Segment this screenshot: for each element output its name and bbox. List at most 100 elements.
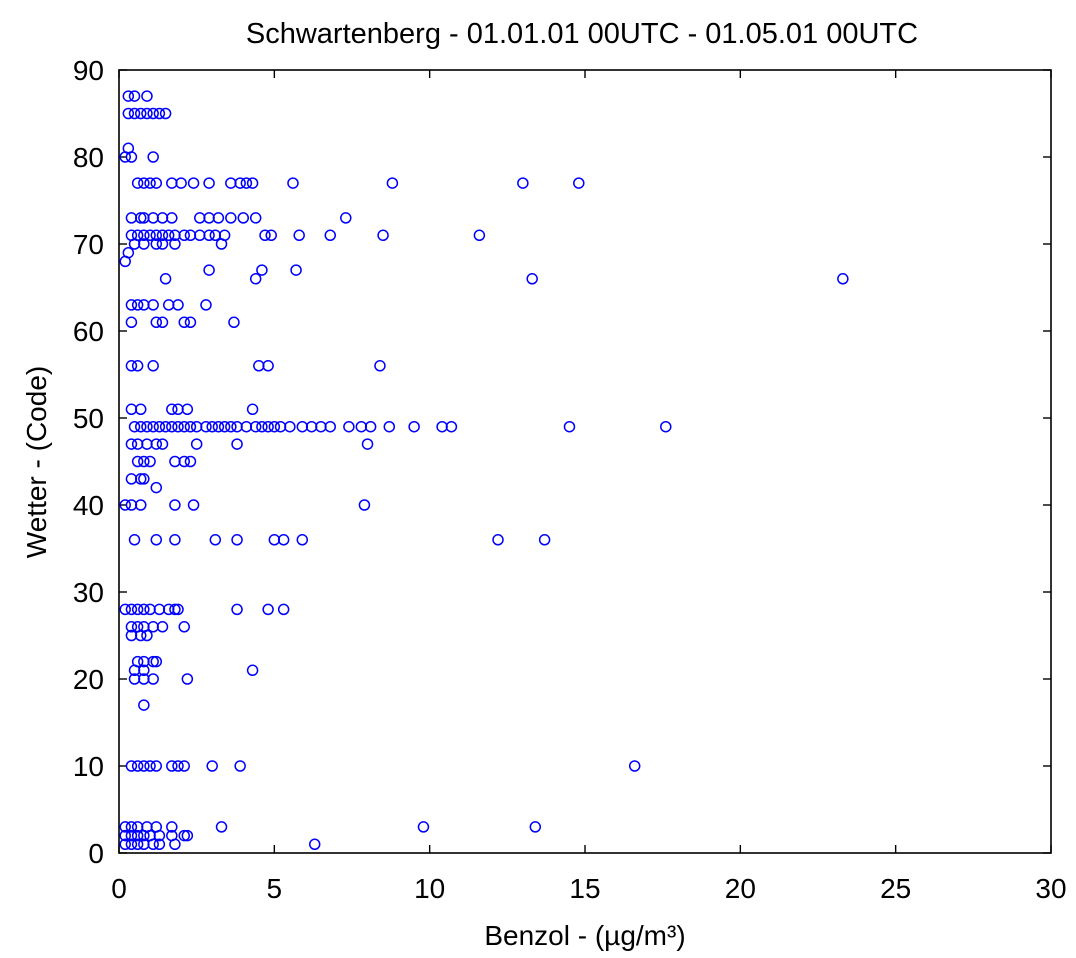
data-point <box>246 664 259 677</box>
data-point <box>284 420 296 433</box>
data-point <box>308 838 321 851</box>
data-point <box>240 177 253 189</box>
data-point <box>141 420 153 433</box>
y-tick-label: 90 <box>73 55 104 86</box>
data-point <box>150 438 163 450</box>
data-point <box>231 534 243 546</box>
data-point <box>262 420 274 433</box>
data-point <box>234 760 246 772</box>
data-point <box>119 151 131 163</box>
data-point <box>150 534 163 546</box>
data-point <box>150 760 163 772</box>
data-point <box>200 420 212 433</box>
y-tick-label: 40 <box>73 490 104 521</box>
data-point <box>125 829 138 842</box>
data-point <box>131 299 144 311</box>
data-point <box>364 420 377 433</box>
data-point <box>225 212 237 224</box>
data-point <box>122 90 135 102</box>
x-tick-label: 5 <box>267 873 283 904</box>
y-tick-label: 30 <box>73 577 104 608</box>
data-point <box>128 420 141 433</box>
y-axis-label: Wetter - (Code) <box>21 366 52 558</box>
data-point <box>144 229 156 242</box>
data-point <box>119 499 131 511</box>
data-point <box>563 420 576 433</box>
data-point <box>445 420 458 433</box>
data-point <box>147 107 159 120</box>
x-axis-label: Benzol - (µg/m³) <box>484 920 685 951</box>
data-point <box>125 316 138 329</box>
data-point <box>125 603 138 616</box>
data-point <box>234 177 246 189</box>
data-point <box>184 455 197 468</box>
data-point <box>256 264 268 276</box>
data-point <box>178 760 190 772</box>
data-point <box>166 760 178 772</box>
data-point <box>343 420 355 433</box>
data-point <box>492 534 504 546</box>
data-point <box>212 212 225 224</box>
data-point <box>134 212 147 224</box>
data-point <box>293 229 305 242</box>
data-point <box>156 438 169 450</box>
data-point <box>119 603 131 616</box>
data-point <box>249 212 262 224</box>
y-tick-label: 50 <box>73 403 104 434</box>
data-point <box>159 107 172 120</box>
data-point <box>178 229 190 242</box>
data-point <box>119 255 131 268</box>
data-point <box>178 316 190 329</box>
data-point <box>178 621 190 633</box>
data-point <box>228 316 240 329</box>
data-point <box>138 760 150 772</box>
data-point <box>125 151 138 163</box>
data-point <box>156 229 169 242</box>
data-point <box>169 838 181 851</box>
data-point <box>178 420 190 433</box>
data-point <box>324 229 337 242</box>
data-point <box>209 534 222 546</box>
data-point <box>138 699 150 711</box>
data-point <box>277 534 290 546</box>
data-point <box>249 420 262 433</box>
data-point <box>181 673 194 685</box>
data-point <box>134 629 147 642</box>
data-point <box>218 420 231 433</box>
data-point <box>246 403 259 416</box>
data-point <box>169 499 181 511</box>
data-point <box>203 177 215 189</box>
data-point <box>187 499 200 511</box>
x-tick-label: 25 <box>880 873 911 904</box>
data-point <box>287 177 299 189</box>
data-point <box>231 438 243 450</box>
data-point <box>529 821 542 833</box>
data-point <box>206 760 218 772</box>
data-point <box>138 829 150 842</box>
data-point <box>147 673 159 685</box>
data-point <box>153 420 166 433</box>
y-tick-label: 60 <box>73 316 104 347</box>
data-point <box>131 177 144 189</box>
data-point <box>166 403 178 416</box>
data-point <box>169 238 181 250</box>
data-point <box>125 838 138 851</box>
data-point <box>156 316 169 329</box>
data-point <box>184 316 197 329</box>
data-point <box>256 420 268 433</box>
data-point <box>134 107 147 120</box>
data-point <box>262 360 274 372</box>
chart-title: Schwartenberg - 01.01.01 00UTC - 01.05.0… <box>246 18 918 50</box>
data-point <box>172 420 184 433</box>
data-point <box>374 360 386 372</box>
data-point <box>131 760 144 772</box>
data-point <box>166 212 178 224</box>
data-point <box>122 107 135 120</box>
data-point <box>141 90 153 102</box>
data-point <box>237 212 250 224</box>
data-point <box>181 829 194 842</box>
data-point <box>517 177 529 189</box>
data-point <box>249 273 262 285</box>
data-point <box>153 107 166 120</box>
y-tick-label: 20 <box>73 664 104 695</box>
